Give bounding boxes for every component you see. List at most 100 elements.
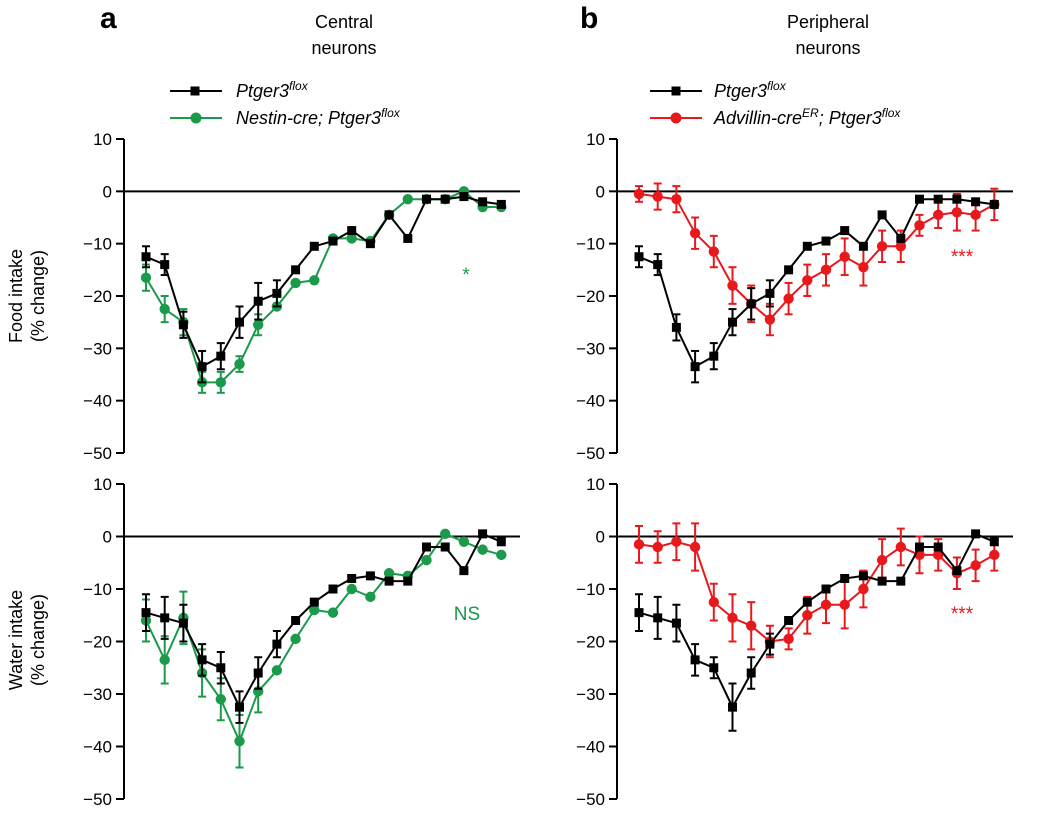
series-line [145,532,502,743]
data-point [290,277,301,289]
data-point [895,241,906,252]
data-point [141,252,151,262]
data-point [802,597,812,607]
data-point [496,549,507,561]
data-point [915,194,924,204]
data-point [346,233,357,244]
data-point [496,537,506,547]
data-point [328,236,338,246]
panel-a-title-line2: neurons [311,38,376,58]
data-point [764,314,776,325]
data-point [783,633,794,645]
data-point [328,584,338,594]
data-point [746,620,757,631]
data-point [876,241,888,252]
data-point [821,236,831,246]
y-tick-label: 0 [103,528,112,547]
data-point [140,272,152,283]
data-point [365,571,375,581]
data-point [234,358,245,370]
y-tick-label: −50 [83,790,112,809]
panel-b-title-line2: neurons [795,38,860,58]
y-tick-label: −50 [576,790,605,809]
data-point [952,566,962,576]
legend-b-advillin-label: Advillin-creER; Ptger3flox [713,106,901,128]
data-point [365,239,375,249]
data-point [802,241,812,251]
data-point [895,541,906,553]
data-point [215,377,226,388]
row-label-water: Water intake [6,590,26,690]
y-tick-label: 10 [93,130,112,149]
data-point [478,197,488,207]
data-point [459,192,469,202]
data-point [914,220,925,231]
data-point [384,210,394,220]
data-point [141,608,151,618]
row-label-food-line2: (% change) [28,250,48,342]
y-tick-label: −30 [576,339,605,358]
panel-b-title-line1: Peripheral [787,12,869,32]
y-tick-label: −10 [83,580,112,599]
data-point [253,296,263,306]
circle-marker-icon [670,112,682,124]
series-control [141,529,506,724]
y-tick-label: 0 [596,528,605,547]
panel-letter-a: a [100,2,117,35]
data-point [421,554,432,566]
data-point [197,362,207,372]
data-point [840,574,850,583]
panel-a-title-line1: Central [315,12,373,32]
data-point [458,536,470,547]
data-point [952,194,962,204]
y-tick-label: −20 [83,287,112,306]
data-point [403,576,413,586]
data-point [253,319,264,330]
data-point [384,576,394,586]
data-point [160,260,170,270]
y-tick-label: −10 [83,235,112,254]
data-point [802,610,813,621]
data-point [765,288,775,298]
data-point [403,233,413,243]
data-point [215,694,226,705]
data-point [253,668,263,678]
series-control [634,529,999,732]
data-point [877,210,887,220]
data-point [690,362,700,372]
data-point [839,251,850,262]
series-line [145,532,502,709]
series-control [634,194,999,384]
data-point [858,241,868,251]
data-point [496,199,506,209]
data-point [459,566,469,576]
data-point [422,542,431,552]
data-point [989,199,999,209]
legend-a-item-nestin: Nestin-cre; Ptger3flox [170,106,401,128]
data-point [365,591,376,603]
data-point [671,322,681,332]
y-tick-label: −10 [576,235,605,254]
data-point [989,537,999,547]
data-point [933,549,944,561]
chart-a-water: 10 0 −10 −20 −30 −40 −50 NS [83,475,520,809]
series-knockout [633,522,1000,659]
y-tick-label: −40 [83,738,112,757]
significance-label: NS [454,604,480,625]
data-point [159,303,170,315]
data-point [858,262,869,273]
data-point [478,529,488,539]
legend-a: Ptger3flox Nestin-cre; Ptger3flox [170,79,401,128]
data-point [970,560,981,571]
data-point [271,665,283,676]
data-point [327,607,339,618]
data-point [746,299,756,309]
data-point [178,618,188,628]
series-line [145,195,502,368]
data-point [272,288,282,298]
series-line [638,198,995,368]
data-point [728,317,737,327]
row-label-food-units: (% change) [28,250,48,342]
data-point [727,612,738,624]
data-point [858,583,869,595]
